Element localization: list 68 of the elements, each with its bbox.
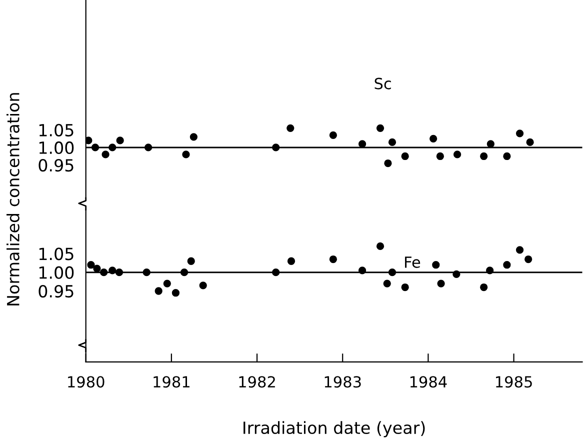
point (524, 255, 532, 264)
y-tick-label: 0.95 (38, 158, 74, 172)
point (358, 140, 366, 148)
annotation: Sc (374, 78, 391, 90)
point (376, 242, 384, 250)
point (376, 124, 384, 132)
point (116, 136, 124, 144)
point (329, 255, 338, 264)
point (180, 268, 188, 276)
y-tick-label: 1.00 (39, 141, 74, 154)
point (384, 159, 392, 168)
point (503, 261, 511, 269)
point (102, 150, 110, 158)
point (190, 133, 198, 141)
point (187, 257, 195, 265)
point (144, 144, 152, 152)
point (108, 266, 116, 274)
x-tick-label: 1980 (68, 376, 104, 388)
x-axis-title: Irradiation date (year) (244, 421, 425, 438)
point (452, 270, 460, 278)
point (358, 266, 366, 274)
point (91, 144, 100, 152)
x-tick-label: 1982 (239, 376, 275, 388)
point (287, 257, 296, 265)
x-tick-label: 1985 (496, 376, 532, 388)
point (516, 246, 524, 254)
point (329, 131, 338, 139)
point (87, 261, 95, 269)
x-tick-label: 1983 (324, 376, 361, 388)
y-tick-label: 1.00 (39, 266, 74, 279)
point (503, 152, 511, 160)
point (286, 124, 294, 132)
point (436, 152, 444, 160)
point (172, 289, 180, 297)
point (272, 144, 280, 152)
annotation: Fe (405, 256, 420, 268)
point (108, 144, 116, 152)
point (401, 283, 409, 292)
point (516, 130, 524, 138)
x-tick-label: 1981 (154, 376, 190, 388)
point (142, 268, 150, 276)
point (486, 266, 494, 274)
point (388, 138, 396, 146)
point (453, 150, 462, 158)
point (430, 134, 438, 143)
point (100, 268, 108, 276)
point (199, 282, 207, 290)
point (272, 268, 280, 276)
point (182, 150, 190, 158)
point (154, 287, 162, 295)
point (432, 261, 440, 269)
point (486, 140, 494, 148)
point (401, 152, 409, 160)
point (526, 138, 534, 146)
y-tick-label: 1.05 (39, 124, 74, 136)
point (86, 136, 92, 144)
y-tick-label: 0.95 (38, 284, 74, 298)
x-tick-label: 1984 (410, 376, 447, 388)
point (115, 268, 124, 276)
point (437, 280, 445, 288)
point (163, 280, 171, 288)
y-axis-title: Normalized concentration (6, 93, 20, 306)
point (480, 283, 488, 292)
y-tick-label: 1.05 (39, 248, 74, 260)
point (388, 268, 396, 276)
point (383, 280, 391, 288)
point (480, 152, 488, 160)
point (93, 264, 101, 272)
